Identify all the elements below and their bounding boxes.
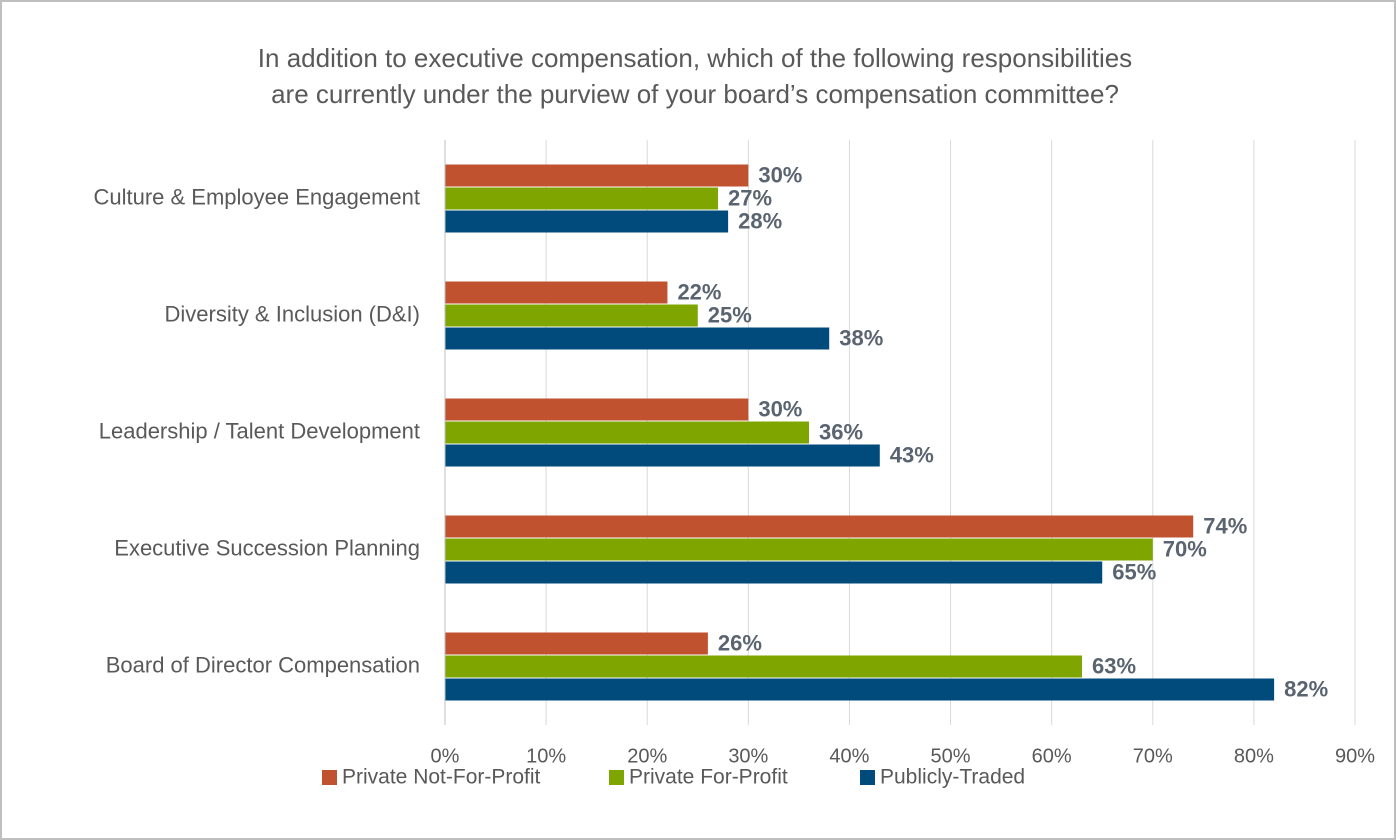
x-tick-label: 30% [728, 745, 768, 767]
chart-title: are currently under the purview of your … [271, 79, 1119, 109]
chart-title: In addition to executive compensation, w… [258, 43, 1132, 73]
x-tick-label: 60% [1032, 745, 1072, 767]
data-label: 26% [718, 630, 762, 655]
y-tick-label: Leadership / Talent Development [99, 418, 420, 443]
y-tick-label: Board of Director Compensation [106, 652, 420, 677]
legend-swatch [609, 770, 624, 785]
data-label: 22% [677, 279, 721, 304]
data-label: 74% [1203, 513, 1247, 538]
x-tick-label: 40% [829, 745, 869, 767]
x-tick-label: 90% [1335, 745, 1375, 767]
y-tick-label: Culture & Employee Engagement [93, 184, 420, 209]
data-label: 25% [708, 302, 752, 327]
data-label: 38% [839, 325, 883, 350]
bar [445, 304, 698, 327]
data-label: 36% [819, 419, 863, 444]
data-label: 28% [738, 208, 782, 233]
bar [445, 655, 1082, 678]
bar [445, 327, 830, 350]
data-label: 43% [890, 442, 934, 467]
bar [445, 421, 809, 444]
legend-swatch [322, 770, 337, 785]
bar [445, 187, 718, 210]
bar [445, 444, 880, 467]
x-tick-label: 70% [1133, 745, 1173, 767]
bar [445, 561, 1103, 584]
bar [445, 632, 708, 655]
bar [445, 678, 1275, 701]
bar [445, 281, 668, 304]
legend-label: Private For-Profit [629, 766, 788, 789]
bar [445, 210, 729, 233]
data-label: 30% [758, 162, 802, 187]
x-tick-label: 80% [1234, 745, 1274, 767]
legend-swatch [860, 770, 875, 785]
x-tick-label: 10% [526, 745, 566, 767]
legend-label: Private Not-For-Profit [342, 766, 541, 789]
x-tick-label: 20% [627, 745, 667, 767]
bar [445, 164, 749, 187]
data-label: 65% [1112, 559, 1156, 584]
x-tick-label: 0% [431, 745, 460, 767]
data-label: 30% [758, 396, 802, 421]
bar [445, 538, 1153, 561]
legend-label: Publicly-Traded [880, 766, 1025, 789]
data-label: 27% [728, 185, 772, 210]
x-tick-label: 50% [931, 745, 971, 767]
data-label: 70% [1163, 536, 1207, 561]
data-label: 82% [1284, 676, 1328, 701]
data-label: 63% [1092, 653, 1136, 678]
y-tick-label: Executive Succession Planning [114, 535, 420, 560]
y-tick-label: Diversity & Inclusion (D&I) [164, 301, 420, 326]
bar [445, 515, 1194, 538]
bar [445, 398, 749, 421]
